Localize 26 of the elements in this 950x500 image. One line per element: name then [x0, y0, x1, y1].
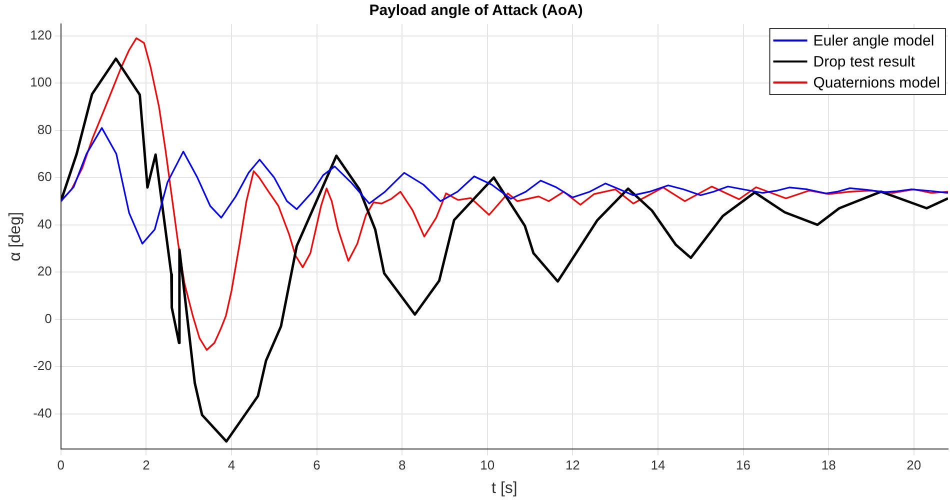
legend-label: Drop test result — [813, 54, 916, 71]
y-tick-label: 100 — [30, 74, 52, 90]
legend-label: Quaternions model — [813, 74, 940, 92]
y-axis-title: α [deg] — [7, 212, 24, 262]
y-tick-label: 120 — [30, 27, 52, 42]
y-tick-label: 80 — [37, 122, 52, 137]
chart-title: Payload angle of Attack (AoA) — [369, 2, 583, 20]
y-tick-label: -20 — [33, 358, 52, 374]
x-tick-label: 20 — [906, 458, 922, 473]
x-tick-label: 4 — [228, 458, 236, 473]
y-tick-label: 0 — [44, 310, 52, 326]
x-tick-label: 12 — [565, 458, 580, 473]
y-tick-label: -40 — [33, 405, 52, 420]
y-tick-label: 20 — [37, 264, 52, 279]
x-tick-label: 8 — [398, 458, 406, 473]
x-tick-label: 0 — [57, 458, 65, 473]
y-tick-label: 40 — [37, 216, 52, 232]
x-tick-label: 14 — [650, 458, 666, 473]
x-tick-label: 2 — [142, 458, 150, 473]
x-tick-label: 6 — [313, 458, 320, 473]
x-tick-label: 18 — [821, 458, 836, 473]
x-tick-label: 16 — [736, 458, 751, 473]
y-tick-label: 60 — [37, 169, 52, 184]
x-tick-label: 10 — [480, 458, 495, 473]
x-axis-title: t [s] — [492, 480, 518, 497]
legend-label: Euler angle model — [813, 32, 934, 50]
